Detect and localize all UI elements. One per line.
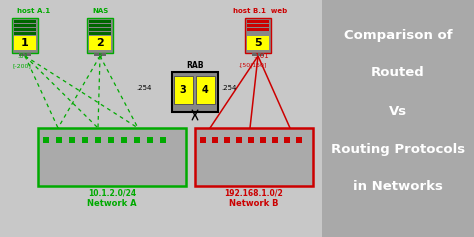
- Text: 4: 4: [201, 85, 209, 95]
- Text: .5: .5: [96, 53, 103, 59]
- Bar: [322, 0, 474, 237]
- Text: RAB: RAB: [186, 61, 204, 70]
- Bar: [12, 18, 38, 53]
- Bar: [272, 137, 278, 143]
- Text: Routed: Routed: [371, 67, 425, 79]
- Bar: [56, 137, 62, 143]
- Text: 5: 5: [254, 38, 262, 48]
- Text: Network A: Network A: [87, 199, 137, 208]
- Text: .254: .254: [221, 85, 237, 91]
- Text: .254: .254: [137, 85, 152, 91]
- Bar: [38, 128, 186, 186]
- Bar: [94, 53, 106, 56]
- Bar: [14, 24, 36, 27]
- Bar: [196, 76, 215, 104]
- Text: Routing Protocols: Routing Protocols: [331, 142, 465, 155]
- Bar: [82, 137, 88, 143]
- Bar: [236, 137, 242, 143]
- Bar: [14, 32, 36, 35]
- Bar: [248, 137, 254, 143]
- Bar: [0, 0, 322, 237]
- Bar: [252, 53, 264, 56]
- Text: 3: 3: [180, 85, 186, 95]
- Text: host B.1  web: host B.1 web: [233, 8, 287, 14]
- Bar: [69, 137, 75, 143]
- Bar: [147, 137, 153, 143]
- Text: Network B: Network B: [229, 199, 279, 208]
- Bar: [89, 28, 111, 31]
- Text: 2: 2: [96, 38, 104, 48]
- Text: 1: 1: [21, 38, 29, 48]
- Bar: [89, 20, 111, 23]
- Text: .[50|150]: .[50|150]: [238, 63, 266, 68]
- Text: 192.168.1.0/2: 192.168.1.0/2: [225, 189, 283, 198]
- Bar: [247, 36, 269, 50]
- Text: .101: .101: [253, 53, 269, 59]
- Bar: [108, 137, 114, 143]
- Bar: [260, 137, 266, 143]
- Bar: [200, 137, 206, 143]
- Bar: [14, 36, 36, 50]
- Text: .01: .01: [17, 53, 28, 59]
- Bar: [160, 137, 166, 143]
- Bar: [195, 128, 313, 186]
- Bar: [247, 20, 269, 23]
- Bar: [121, 137, 127, 143]
- Bar: [245, 18, 271, 53]
- Bar: [247, 24, 269, 27]
- Text: [-200]: [-200]: [13, 63, 32, 68]
- Bar: [296, 137, 302, 143]
- Text: in Networks: in Networks: [353, 181, 443, 193]
- Bar: [14, 20, 36, 23]
- Text: Comparison of: Comparison of: [344, 28, 452, 41]
- Bar: [43, 137, 49, 143]
- Bar: [89, 32, 111, 35]
- Bar: [95, 137, 101, 143]
- Bar: [134, 137, 140, 143]
- Bar: [89, 24, 111, 27]
- Bar: [284, 137, 290, 143]
- Bar: [19, 53, 31, 56]
- Bar: [89, 36, 111, 50]
- Bar: [212, 137, 218, 143]
- Text: host A.1: host A.1: [17, 8, 50, 14]
- Bar: [172, 72, 218, 112]
- Bar: [87, 18, 113, 53]
- Text: Vs: Vs: [389, 105, 407, 118]
- Text: NAS: NAS: [92, 8, 108, 14]
- Text: 10.1.2.0/24: 10.1.2.0/24: [88, 189, 136, 198]
- Bar: [247, 28, 269, 31]
- Bar: [14, 28, 36, 31]
- Bar: [224, 137, 230, 143]
- Bar: [174, 76, 193, 104]
